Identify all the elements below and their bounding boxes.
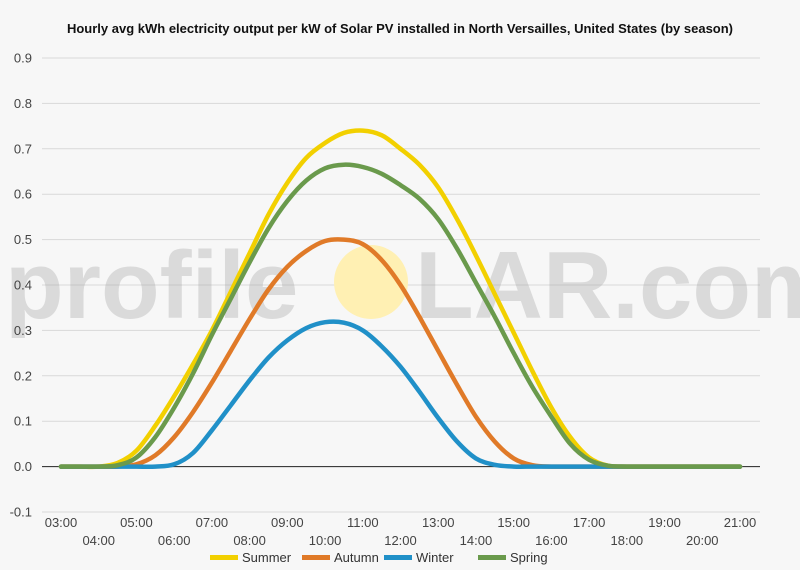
y-tick-label: 0.0 [14, 459, 32, 474]
legend-item-winter[interactable]: Winter [384, 550, 454, 565]
watermark-sun-icon [334, 245, 408, 319]
x-tick-label: 04:00 [82, 533, 115, 548]
y-tick-label: 0.1 [14, 414, 32, 429]
legend-swatch [478, 555, 506, 560]
series-line-spring [58, 162, 743, 469]
x-tick-label: 03:00 [45, 515, 78, 530]
x-tick-label: 17:00 [573, 515, 606, 530]
legend: Summer Autumn Winter Spring [210, 550, 548, 565]
x-tick-label: 14:00 [460, 533, 493, 548]
x-tick-label: 16:00 [535, 533, 568, 548]
legend-label: Autumn [334, 550, 379, 565]
legend-label: Winter [416, 550, 454, 565]
y-tick-label: 0.2 [14, 368, 32, 383]
legend-item-summer[interactable]: Summer [210, 550, 292, 565]
y-tick-label: 0.6 [14, 187, 32, 202]
y-tick-label: 0.3 [14, 323, 32, 338]
x-axis: 03:00 04:00 05:00 06:00 07:00 08:00 09:00 10:00… [45, 515, 757, 548]
legend-label: Summer [242, 550, 292, 565]
x-tick-label: 12:00 [384, 533, 417, 548]
y-tick-label: 0.7 [14, 141, 32, 156]
legend-swatch [210, 555, 238, 560]
x-tick-label: 08:00 [233, 533, 266, 548]
series-lines [58, 128, 743, 470]
legend-item-autumn[interactable]: Autumn [302, 550, 379, 565]
legend-label: Spring [510, 550, 548, 565]
legend-swatch [302, 555, 330, 560]
x-tick-label: 18:00 [611, 533, 644, 548]
x-tick-label: 20:00 [686, 533, 719, 548]
x-tick-label: 15:00 [497, 515, 530, 530]
y-tick-label: 0.5 [14, 232, 32, 247]
y-tick-label: 0.9 [14, 51, 32, 66]
chart-title: Hourly avg kWh electricity output per kW… [67, 21, 733, 36]
x-tick-label: 09:00 [271, 515, 304, 530]
x-tick-label: 11:00 [347, 515, 379, 530]
x-tick-label: 21:00 [724, 515, 757, 530]
series-line-winter [58, 319, 743, 470]
y-tick-label: -0.1 [10, 505, 32, 520]
x-tick-label: 05:00 [120, 515, 153, 530]
x-tick-label: 07:00 [196, 515, 229, 530]
x-tick-label: 13:00 [422, 515, 455, 530]
y-tick-label: 0.8 [14, 96, 32, 111]
x-tick-label: 10:00 [309, 533, 342, 548]
legend-item-spring[interactable]: Spring [478, 550, 548, 565]
x-tick-label: 06:00 [158, 533, 191, 548]
legend-swatch [384, 555, 412, 560]
y-tick-label: 0.4 [14, 278, 32, 293]
x-tick-label: 19:00 [648, 515, 681, 530]
